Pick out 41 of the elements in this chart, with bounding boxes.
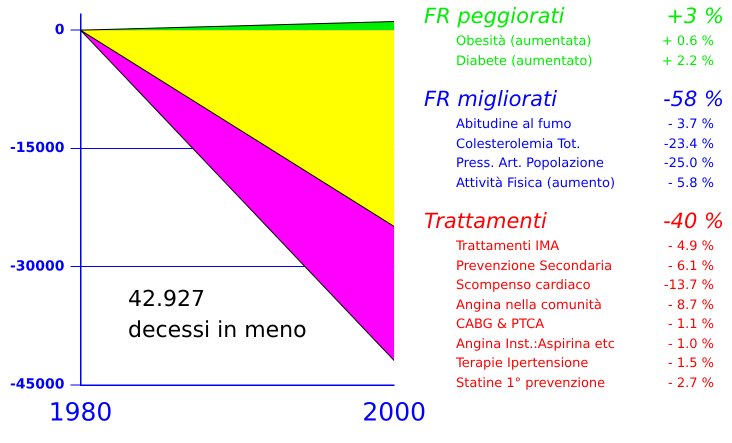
text: - 2.7 % <box>668 376 714 392</box>
text: - 8.7 % <box>668 298 714 314</box>
text: Prevenzione Secondaria <box>456 258 612 276</box>
text: + 0.6 % <box>662 34 714 51</box>
text: CABG & PTCA <box>456 317 544 334</box>
text: Terapie Ipertensione <box>456 356 588 373</box>
text: +3 % <box>666 4 724 30</box>
y-tick-label: -30000 <box>10 258 65 274</box>
x-tick-label: 2000 <box>362 398 426 426</box>
text: - 1.1 % <box>668 317 714 334</box>
text: -40 % <box>663 209 724 235</box>
text: Angina nella comunità <box>456 298 602 314</box>
text: Trattamenti <box>424 209 547 235</box>
text: + 2.2 % <box>662 54 714 70</box>
text: -13.7 % <box>664 278 714 295</box>
text: Abitudine al fumo <box>456 117 572 134</box>
text: - 3.7 % <box>668 117 714 134</box>
text: -25.0 % <box>664 156 714 173</box>
text: Press. Art. Popolazione <box>456 156 604 173</box>
text: Colesterolemia Tot. <box>456 136 580 154</box>
text: - 1.0 % <box>668 336 714 354</box>
text: - 5.8 % <box>668 176 714 192</box>
text: - 4.9 % <box>668 239 714 256</box>
annotation: 42.927 decessi in meno <box>128 286 307 345</box>
text: FR migliorati <box>424 87 558 113</box>
text: Scompenso cardiaco <box>456 278 591 295</box>
x-tick-label: 1980 <box>48 398 112 426</box>
y-tick-label: 0 <box>54 22 65 38</box>
text: Obesità (aumentata) <box>456 34 592 51</box>
text: Diabete (aumentato) <box>456 54 592 70</box>
text: Statine 1° prevenzione <box>456 376 606 392</box>
text: -23.4 % <box>664 136 714 154</box>
text: Angina Inst.:Aspirina etc <box>456 336 615 354</box>
text: FR peggiorati <box>424 4 565 30</box>
text: - 1.5 % <box>668 356 714 373</box>
text: Attività Fisica (aumento) <box>456 176 616 192</box>
text: - 6.1 % <box>668 258 714 276</box>
y-tick-label: -15000 <box>10 140 65 156</box>
text: -58 % <box>663 87 724 113</box>
y-tick-label: -45000 <box>10 376 65 393</box>
text: Trattamenti IMA <box>456 239 560 256</box>
